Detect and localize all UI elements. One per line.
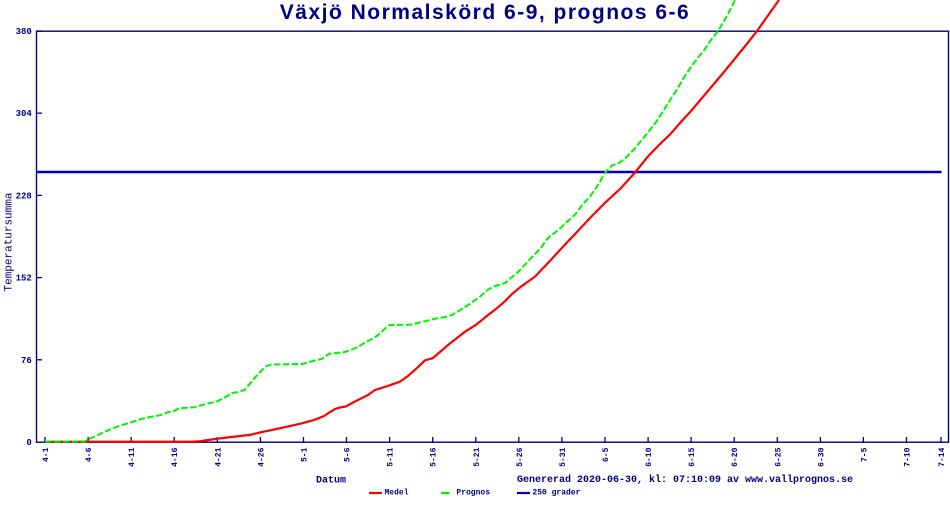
svg-text:6-10: 6-10 (645, 447, 654, 466)
svg-text:5-1: 5-1 (301, 447, 310, 462)
svg-text:6-30: 6-30 (817, 447, 826, 466)
svg-text:4-26: 4-26 (257, 447, 266, 466)
svg-text:5-26: 5-26 (516, 447, 525, 466)
svg-text:Genererad 2020-06-30, kl: 07:1: Genererad 2020-06-30, kl: 07:10:09 av ww… (517, 474, 853, 486)
svg-text:380: 380 (16, 27, 32, 37)
svg-text:7-5: 7-5 (860, 447, 869, 462)
svg-text:5-31: 5-31 (559, 447, 568, 466)
svg-text:0: 0 (26, 438, 31, 448)
svg-text:4-11: 4-11 (128, 447, 137, 466)
svg-text:250 grader: 250 grader (532, 489, 580, 498)
svg-text:4-1: 4-1 (42, 447, 51, 462)
svg-text:5-16: 5-16 (430, 447, 439, 466)
svg-text:152: 152 (16, 274, 32, 284)
svg-text:6-25: 6-25 (774, 447, 783, 466)
svg-text:5-11: 5-11 (387, 447, 396, 466)
svg-text:4-16: 4-16 (171, 447, 180, 466)
svg-text:Växjö Normalskörd 6-9, prognos: Växjö Normalskörd 6-9, prognos 6-6 (280, 1, 690, 24)
svg-text:5-21: 5-21 (473, 447, 482, 466)
svg-text:5-6: 5-6 (344, 447, 353, 462)
svg-text:7-10: 7-10 (904, 447, 913, 466)
svg-text:6-20: 6-20 (731, 447, 740, 466)
svg-text:Prognos: Prognos (456, 489, 490, 498)
svg-text:Medel: Medel (385, 489, 409, 498)
svg-text:4-6: 4-6 (85, 447, 94, 462)
svg-text:4-21: 4-21 (214, 447, 223, 466)
svg-text:Temperatursumma: Temperatursumma (4, 192, 16, 291)
svg-text:304: 304 (16, 109, 33, 119)
svg-text:Datum: Datum (316, 476, 346, 487)
svg-text:6-5: 6-5 (602, 447, 611, 462)
svg-text:228: 228 (16, 191, 32, 201)
svg-text:76: 76 (21, 356, 32, 366)
svg-text:6-15: 6-15 (688, 447, 697, 466)
svg-text:7-14: 7-14 (938, 447, 947, 466)
